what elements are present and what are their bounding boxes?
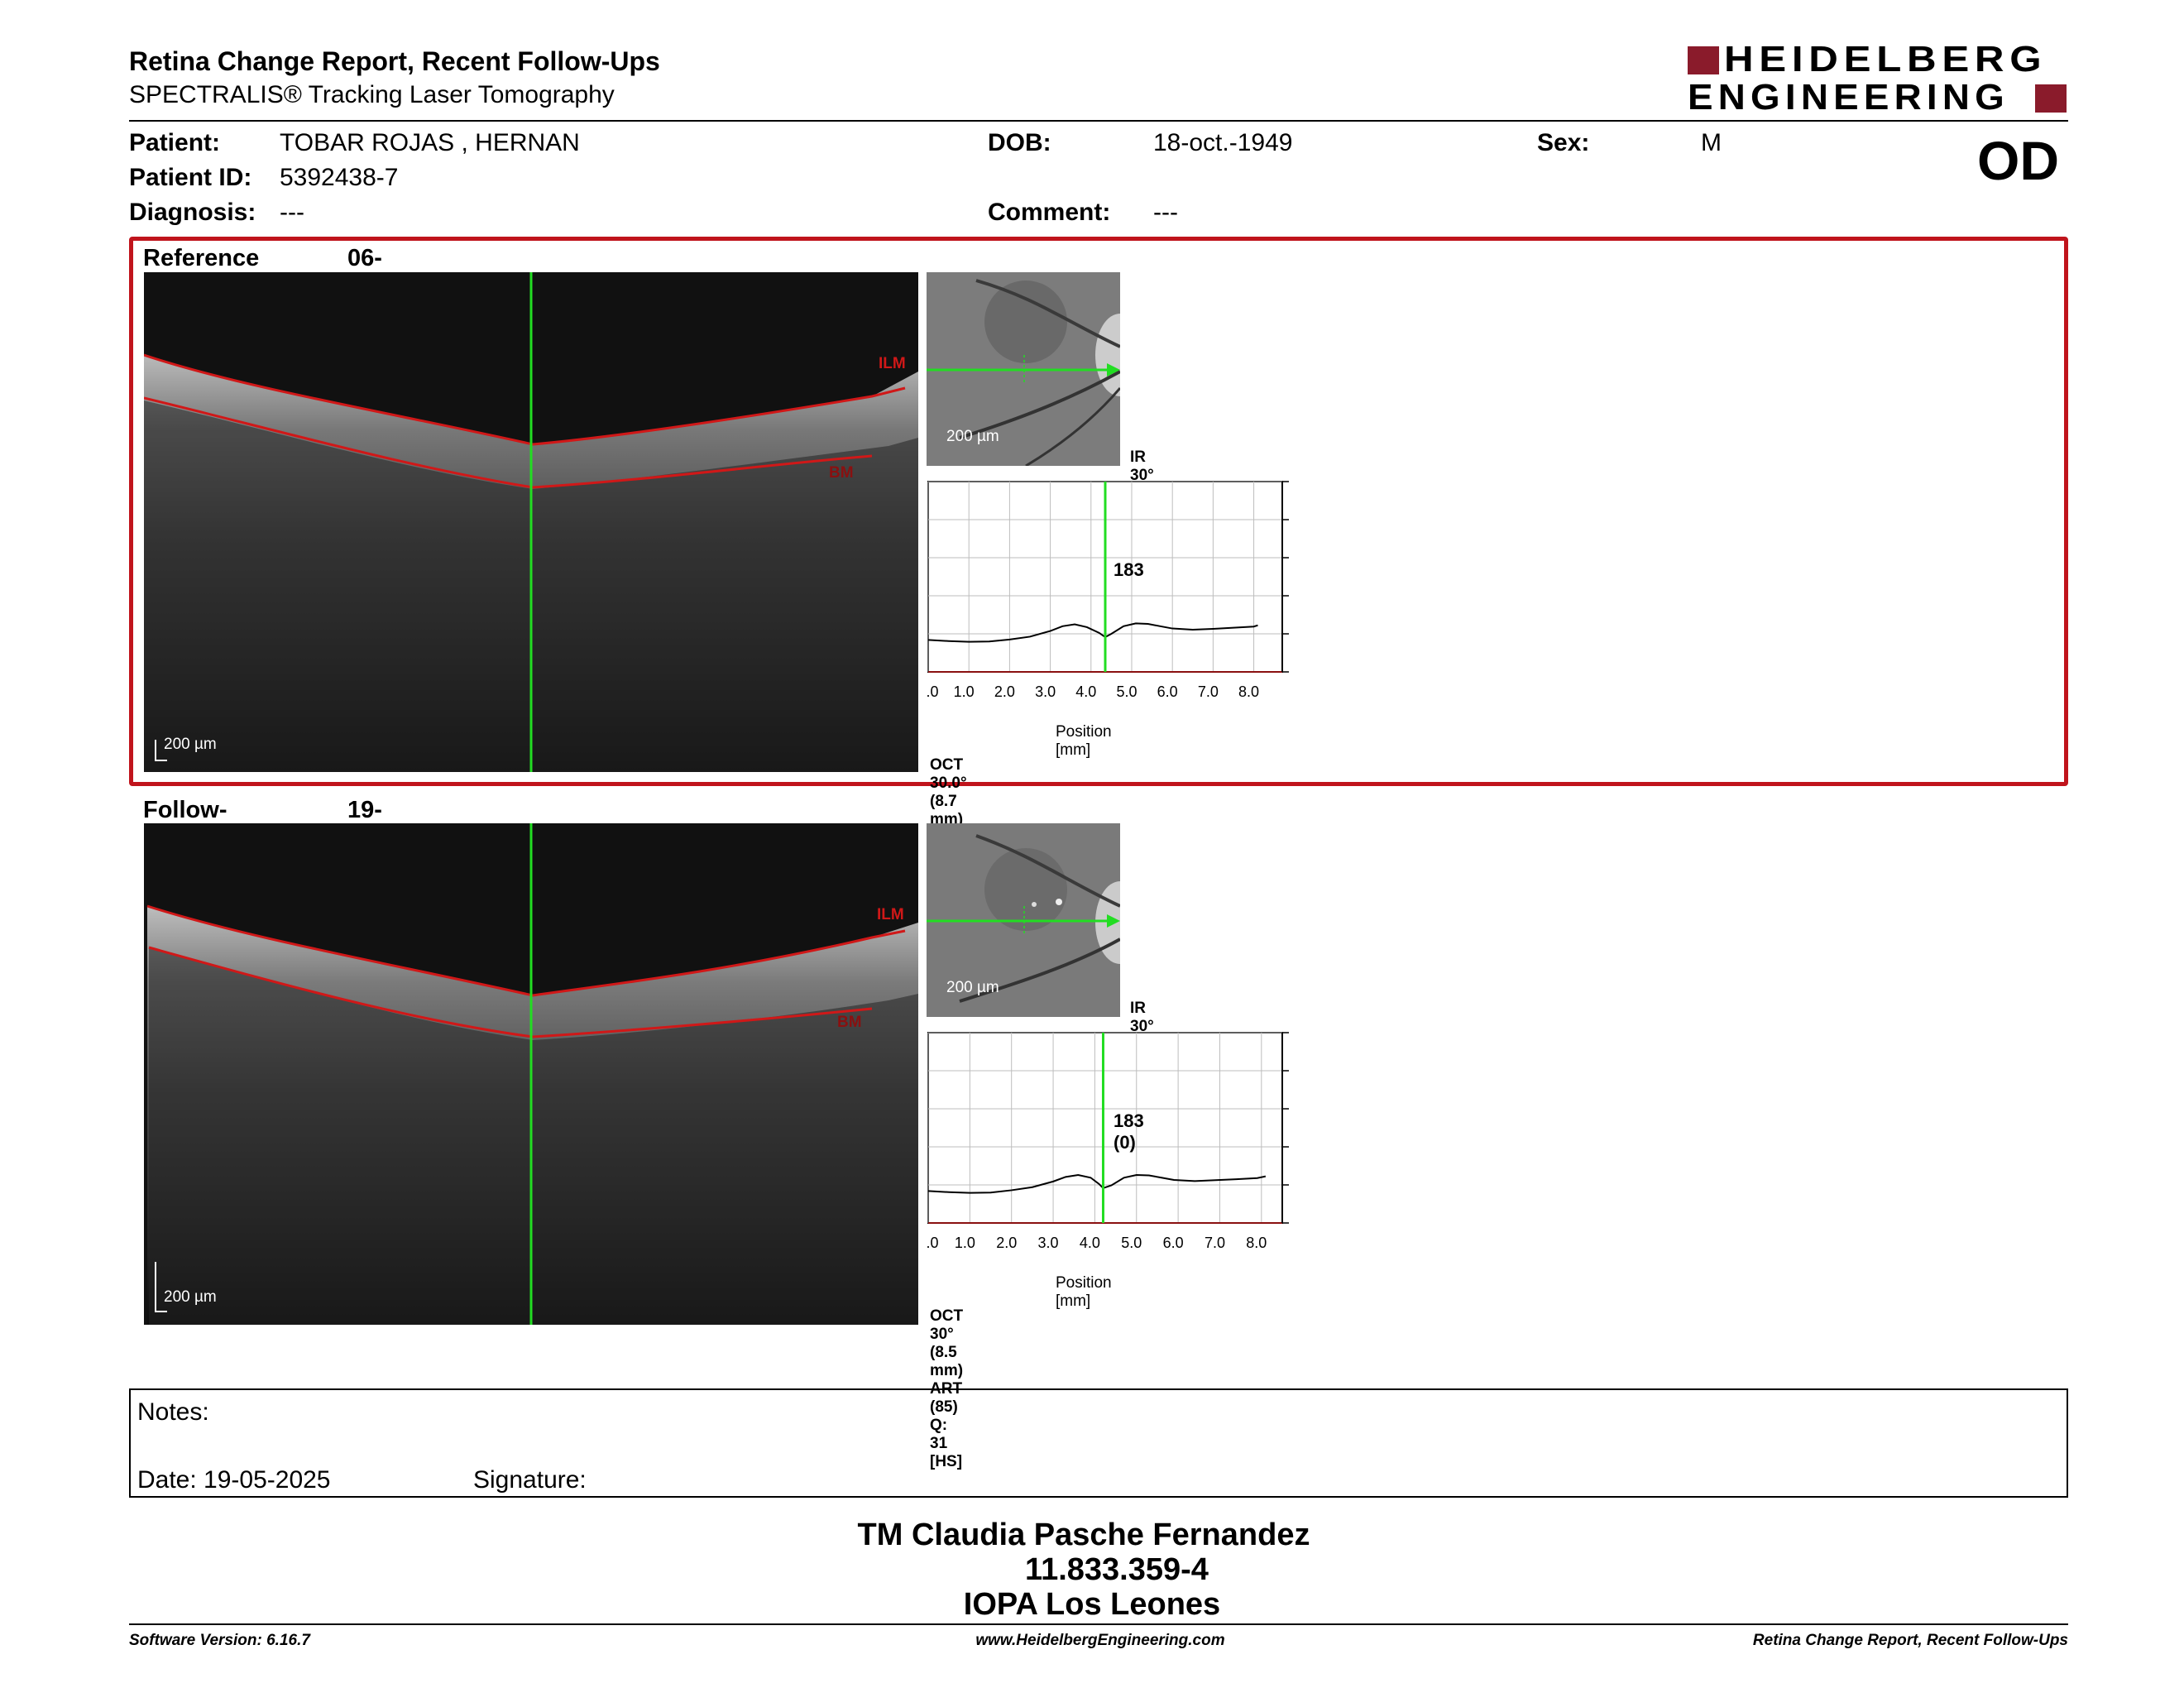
x-axis-label: Position [mm] xyxy=(1056,1274,1112,1310)
comment-label: Comment: xyxy=(988,199,1111,226)
patient-label: Patient: xyxy=(129,129,221,156)
bm-label: BM xyxy=(837,1014,862,1031)
x-tick-label: 7.0 xyxy=(1198,683,1219,700)
footer-website[interactable]: www.HeidelbergEngineering.com xyxy=(975,1632,1225,1649)
patient-id: 5392438-7 xyxy=(280,164,399,191)
footer-divider xyxy=(129,1623,2068,1625)
x-tick-label: 5.0 xyxy=(1121,1235,1142,1251)
oct-caption: OCT 30° (8.5 mm) ART (85) Q: 31 [HS] xyxy=(930,1307,964,1470)
fundus-svg xyxy=(927,272,1120,466)
logo-square-top xyxy=(1688,46,1719,74)
thickness-plot: 0.01.02.03.04.05.06.07.08.00200400600800… xyxy=(917,1024,1353,1296)
dob-label: DOB: xyxy=(988,129,1051,156)
x-tick-label: 5.0 xyxy=(1116,683,1137,700)
diagnosis-value: --- xyxy=(280,199,304,226)
x-tick-label: 1.0 xyxy=(955,1235,975,1251)
bm-label: BM xyxy=(829,464,854,482)
plot-frame xyxy=(927,1032,1283,1224)
thickness-chart: 0.01.02.03.04.05.06.07.08.00200400600800… xyxy=(917,1024,1353,1251)
x-axis-label: Position [mm] xyxy=(1056,723,1112,759)
footer-report-name: Retina Change Report, Recent Follow-Ups xyxy=(1752,1632,2068,1649)
footer-software-version: Software Version: 6.16.7 xyxy=(129,1632,310,1649)
logo-line2: ENGINEERING xyxy=(1688,77,2010,117)
signer-place: IOPA Los Leones xyxy=(963,1587,1221,1622)
logo-line1: HEIDELBERG xyxy=(1724,39,2048,79)
oct-scale-bar: 200 µm xyxy=(164,1288,217,1306)
sex-label: Sex: xyxy=(1537,129,1590,156)
oct-scale-bar: 200 µm xyxy=(164,736,217,753)
diagnosis-label: Diagnosis: xyxy=(129,199,256,226)
ilm-label: ILM xyxy=(877,906,904,923)
report-title: Retina Change Report, Recent Follow-Ups xyxy=(129,46,660,76)
reference-frame xyxy=(129,237,2068,786)
signature-label: Signature: xyxy=(473,1466,587,1494)
bm-line xyxy=(148,946,873,1038)
sex-value: M xyxy=(1701,129,1722,156)
x-tick-label: 2.0 xyxy=(994,683,1015,700)
patient-id-label: Patient ID: xyxy=(129,164,252,191)
comment-value: --- xyxy=(1153,199,1178,226)
fundus-svg xyxy=(927,823,1120,1017)
ilm-line xyxy=(144,353,906,446)
x-tick-label: 3.0 xyxy=(1035,683,1056,700)
ilm-line xyxy=(146,904,906,997)
oct-image xyxy=(144,823,918,1325)
thickness-chart: 0.01.02.03.04.05.06.07.08.00200400600800… xyxy=(917,473,1353,700)
x-tick-label: 2.0 xyxy=(996,1235,1017,1251)
signer-name: TM Claudia Pasche Fernandez xyxy=(857,1518,1310,1552)
x-tick-label: 7.0 xyxy=(1205,1235,1225,1251)
notes-label: Notes: xyxy=(137,1398,209,1426)
thickness-value: 183 (0) xyxy=(1114,1110,1144,1153)
thickness-value: 183 xyxy=(1114,559,1144,580)
x-tick-label: 8.0 xyxy=(1238,683,1259,700)
header-divider xyxy=(129,120,2068,122)
x-tick-label: 0.0 xyxy=(927,683,939,700)
fundus-scale-bar: 200 µm xyxy=(946,428,999,445)
oct-bscan[interactable]: ILM BM 200 µm xyxy=(144,823,918,1325)
logo-square-bottom xyxy=(2035,84,2067,113)
x-tick-label: 0.0 xyxy=(927,1235,939,1251)
x-tick-label: 4.0 xyxy=(1075,683,1096,700)
notes-box[interactable]: Notes: Date: 19-05-2025 Signature: xyxy=(129,1388,2068,1498)
ilm-label: ILM xyxy=(879,355,906,372)
fundus-scale-bar: 200 µm xyxy=(946,979,999,996)
x-tick-label: 6.0 xyxy=(1163,1235,1184,1251)
x-tick-label: 1.0 xyxy=(954,683,975,700)
report-subtitle: SPECTRALIS® Tracking Laser Tomography xyxy=(129,81,615,108)
bm-line xyxy=(144,396,873,489)
x-tick-label: 8.0 xyxy=(1246,1235,1267,1251)
notes-date: Date: 19-05-2025 xyxy=(137,1466,331,1494)
oct-bscan[interactable]: ILM BM 200 µm xyxy=(144,272,918,772)
fundus-image[interactable]: 200 µm xyxy=(927,272,1120,466)
signer-id: 11.833.359-4 xyxy=(1025,1552,1209,1587)
dob-value: 18-oct.-1949 xyxy=(1153,129,1293,156)
x-tick-label: 3.0 xyxy=(1038,1235,1059,1251)
x-tick-label: 4.0 xyxy=(1080,1235,1100,1251)
oct-image xyxy=(144,272,918,772)
x-tick-label: 6.0 xyxy=(1157,683,1178,700)
thickness-plot: 0.01.02.03.04.05.06.07.08.00200400600800… xyxy=(917,473,1353,745)
fundus-image[interactable]: 200 µm xyxy=(927,823,1120,1017)
exam-label: Reference xyxy=(143,245,260,271)
eye-label: OD xyxy=(1977,130,2059,191)
patient-name: TOBAR ROJAS , HERNAN xyxy=(280,129,580,156)
heidelberg-logo: HEIDELBERG ENGINEERING xyxy=(1688,39,2068,117)
